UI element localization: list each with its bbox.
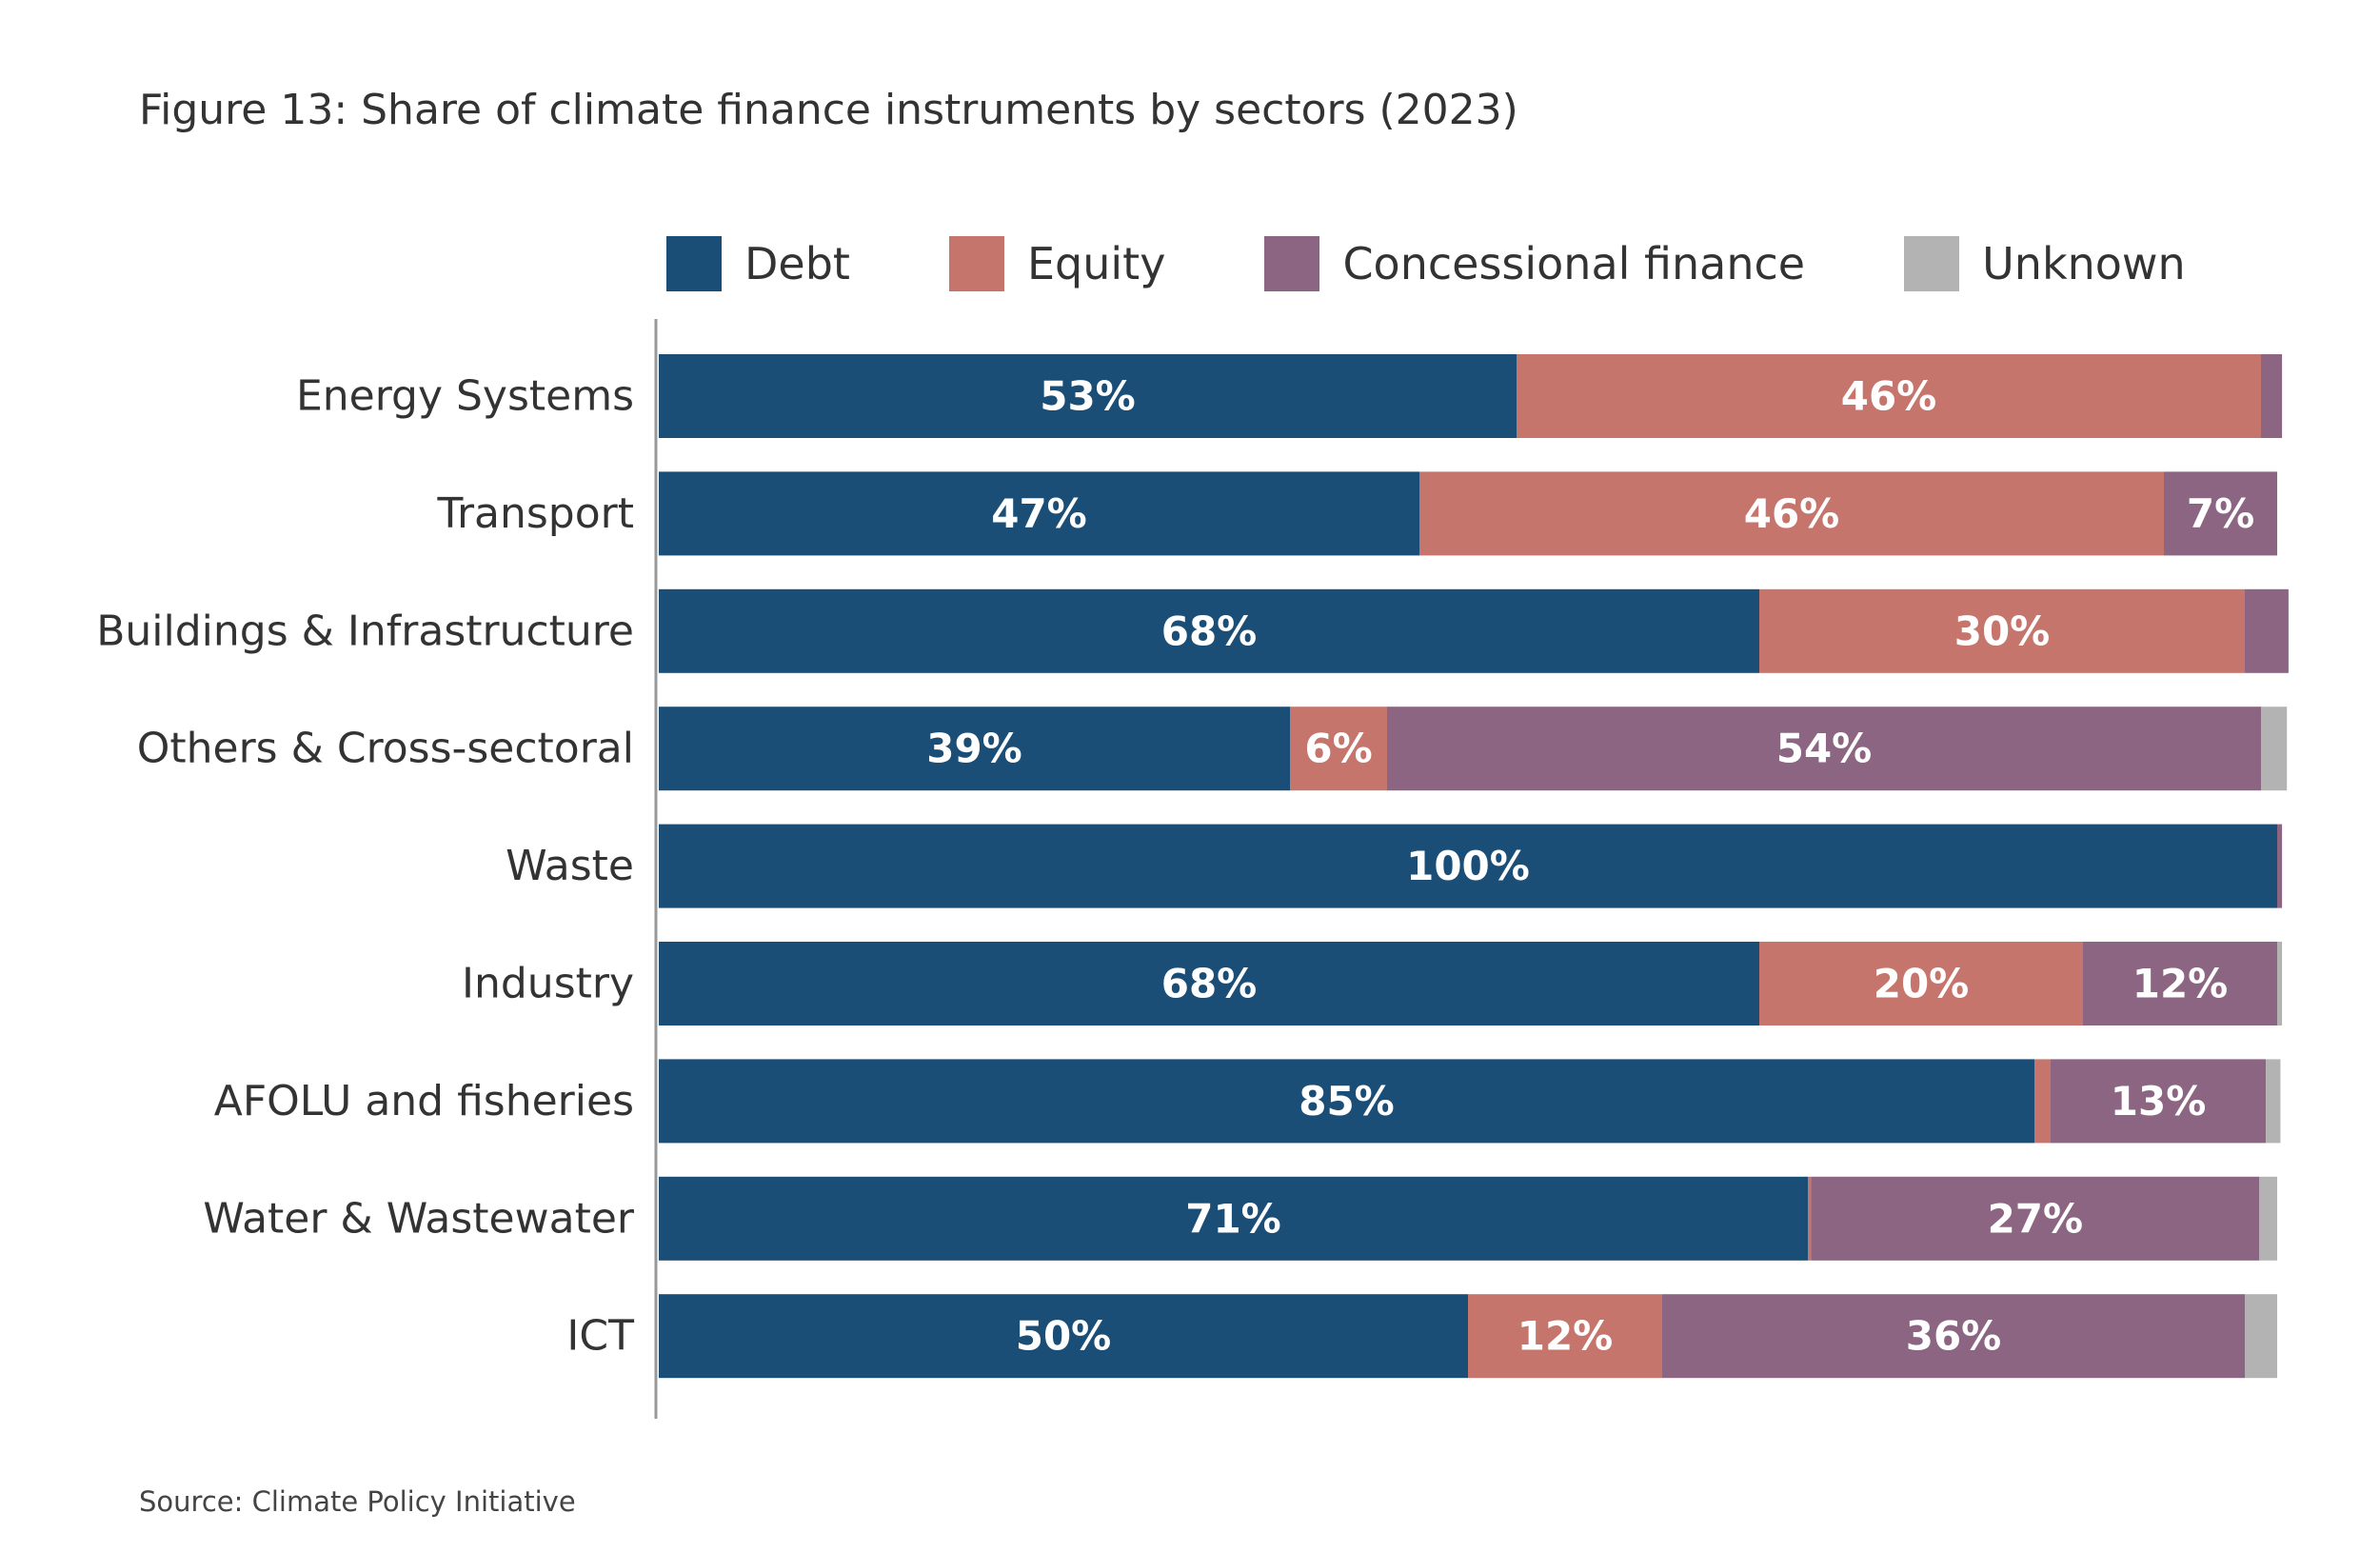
bar-segment-debt-water-and-wastewater	[659, 1176, 1808, 1261]
category-label-transport: Transport	[437, 489, 634, 538]
bar-segment-equity-industry	[1759, 942, 2083, 1025]
bar-segment-concessional-ict	[1662, 1294, 2245, 1379]
bar-segment-equity-ict	[1468, 1294, 1662, 1379]
data-label-concessional-industry: 12%	[2132, 961, 2229, 1007]
data-label-equity-energy-systems: 46%	[1841, 373, 1937, 420]
category-label-energy-systems: Energy Systems	[296, 372, 634, 421]
data-label-equity-buildings-and-infrastructure: 30%	[1954, 607, 2051, 654]
legend-swatch-concessional	[1264, 236, 1320, 291]
data-label-equity-ict: 12%	[1517, 1313, 1614, 1360]
data-label-concessional-afolu-and-fisheries: 13%	[2111, 1078, 2207, 1125]
legend-label-equity: Equity	[1026, 238, 1166, 289]
category-label-industry: Industry	[462, 960, 634, 1008]
bar-segment-debt-industry	[659, 942, 1759, 1025]
category-label-afolu-and-fisheries: AFOLU and fisheries	[214, 1077, 634, 1125]
bar-segment-concessional-water-and-wastewater	[1811, 1176, 2260, 1261]
bar-segment-debt-waste	[659, 824, 2277, 908]
data-label-debt-transport: 47%	[991, 490, 1087, 537]
data-label-concessional-ict: 36%	[1906, 1313, 2002, 1360]
data-label-equity-industry: 20%	[1874, 961, 1970, 1007]
source-note: Source: Climate Policy Initiative	[139, 1485, 576, 1518]
bar-segment-concessional-others-and-cross-sectoral	[1387, 707, 2261, 791]
data-label-debt-afolu-and-fisheries: 85%	[1299, 1078, 1395, 1125]
data-label-equity-transport: 46%	[1744, 490, 1840, 537]
bar-segment-debt-afolu-and-fisheries	[659, 1059, 2034, 1144]
legend-swatch-equity	[948, 236, 1004, 291]
data-label-debt-water-and-wastewater: 71%	[1185, 1195, 1281, 1242]
bar-segment-unknown-water-and-wastewater	[2259, 1176, 2277, 1261]
legend-item-debt: Debt	[666, 236, 850, 291]
data-label-concessional-others-and-cross-sectoral: 54%	[1776, 726, 1873, 772]
category-label-ict: ICT	[566, 1312, 634, 1361]
data-label-concessional-transport: 7%	[2187, 490, 2254, 537]
bar-segment-concessional-afolu-and-fisheries	[2051, 1059, 2267, 1144]
bar-segment-unknown-industry	[2277, 942, 2283, 1025]
chart-title: Figure 13: Share of climate finance inst…	[139, 86, 1518, 134]
bar-segment-debt-others-and-cross-sectoral	[659, 707, 1290, 791]
legend-swatch-debt	[666, 236, 722, 291]
data-label-debt-others-and-cross-sectoral: 39%	[926, 726, 1022, 772]
legend: Debt Equity Concessional finance Unknown	[666, 233, 2285, 294]
bar-segment-concessional-waste	[2277, 824, 2283, 908]
bar-segment-equity-buildings-and-infrastructure	[1759, 588, 2245, 673]
bar-segment-concessional-energy-systems	[2261, 354, 2283, 438]
bar-segment-equity-afolu-and-fisheries	[2034, 1059, 2051, 1144]
legend-item-concessional: Concessional finance	[1264, 236, 1805, 291]
bar-segment-equity-transport	[1419, 471, 2164, 556]
bar-segment-debt-energy-systems	[659, 354, 1517, 438]
data-label-concessional-water-and-wastewater: 27%	[1988, 1195, 2084, 1242]
bar-segment-debt-buildings-and-infrastructure	[659, 588, 1759, 673]
data-label-equity-others-and-cross-sectoral: 6%	[1304, 726, 1372, 772]
data-label-debt-waste: 100%	[1406, 843, 1530, 889]
legend-label-debt: Debt	[744, 238, 850, 289]
category-label-waste: Waste	[506, 842, 634, 890]
bar-segment-debt-ict	[659, 1294, 1468, 1379]
bar-segment-unknown-afolu-and-fisheries	[2266, 1059, 2281, 1144]
bar-segment-unknown-ict	[2245, 1294, 2277, 1379]
bar-segment-equity-energy-systems	[1517, 354, 2261, 438]
category-label-others-and-cross-sectoral: Others & Cross-sectoral	[137, 725, 634, 773]
bar-segment-concessional-transport	[2164, 471, 2277, 556]
bar-segment-equity-water-and-wastewater	[1808, 1176, 1812, 1261]
legend-item-equity: Equity	[948, 236, 1166, 291]
data-label-debt-buildings-and-infrastructure: 68%	[1161, 607, 1258, 654]
category-label-buildings-and-infrastructure: Buildings & Infrastructure	[96, 607, 634, 655]
bar-segment-unknown-others-and-cross-sectoral	[2261, 707, 2288, 791]
data-label-debt-energy-systems: 53%	[1040, 373, 1136, 420]
legend-label-concessional: Concessional finance	[1342, 238, 1806, 289]
data-label-debt-ict: 50%	[1016, 1313, 1112, 1360]
bar-segment-concessional-industry	[2083, 942, 2277, 1025]
bar-segment-debt-transport	[659, 471, 1419, 556]
legend-item-unknown: Unknown	[1904, 236, 2186, 291]
bar-segment-equity-others-and-cross-sectoral	[1290, 707, 1387, 791]
category-label-water-and-wastewater: Water & Wastewater	[203, 1194, 635, 1243]
legend-swatch-unknown	[1904, 236, 1960, 291]
data-label-debt-industry: 68%	[1161, 961, 1258, 1007]
bar-segment-concessional-buildings-and-infrastructure	[2245, 588, 2289, 673]
legend-label-unknown: Unknown	[1982, 238, 2186, 289]
